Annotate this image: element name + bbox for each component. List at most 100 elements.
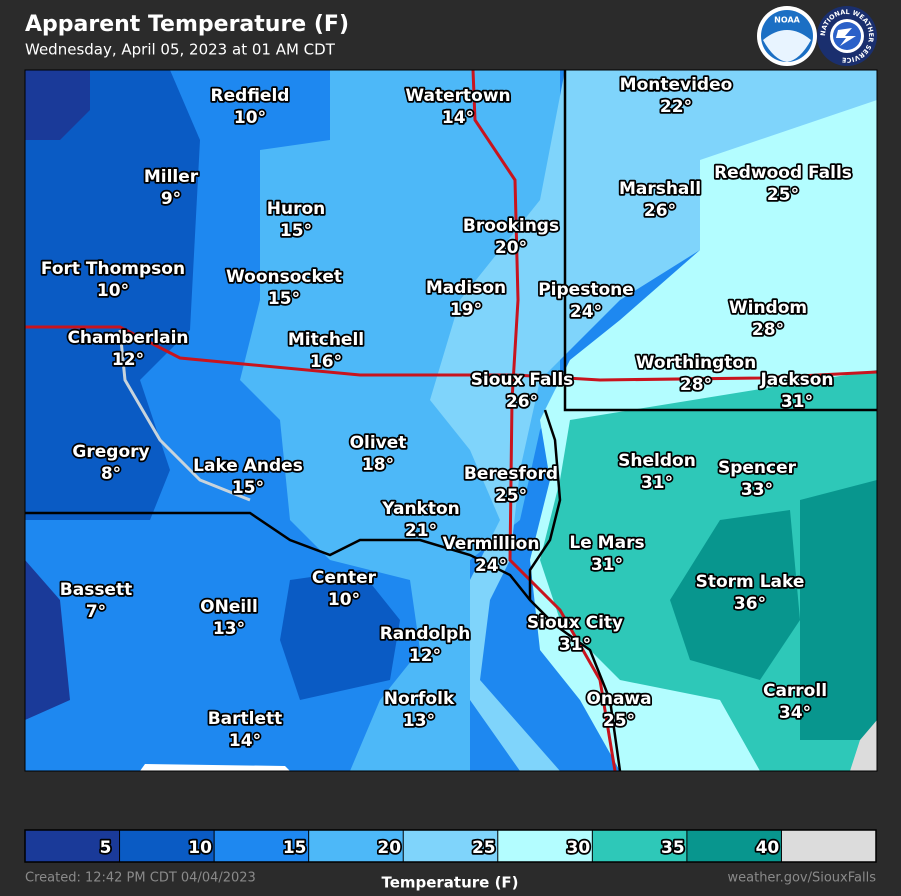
city-name: Windom xyxy=(729,298,807,318)
city-name: Randolph xyxy=(380,624,471,644)
legend-title: Temperature (F) xyxy=(381,874,518,892)
city-name: Bassett xyxy=(60,580,132,600)
city-name: Watertown xyxy=(405,86,510,106)
site: weather.gov/SiouxFalls xyxy=(728,871,877,886)
legend-tick-label: 35 xyxy=(661,838,685,858)
city-name: Worthington xyxy=(636,353,756,373)
city-temp: 31° xyxy=(591,555,623,575)
legend-swatch xyxy=(497,830,593,862)
city-temp: 14° xyxy=(442,108,474,128)
legend-swatch xyxy=(781,830,876,862)
city-name: Bartlett xyxy=(208,709,283,729)
city-temp: 33° xyxy=(741,480,773,500)
city-temp: 28° xyxy=(752,320,784,340)
legend-tick-label: 5 xyxy=(100,838,112,858)
legend-swatch xyxy=(25,830,120,862)
city-name: Olivet xyxy=(350,433,407,453)
city-name: ONeill xyxy=(200,597,258,617)
city-temp: 10° xyxy=(328,590,360,610)
city-temp: 25° xyxy=(603,711,635,731)
city-name: Norfolk xyxy=(384,689,455,709)
city-name: Lake Andes xyxy=(193,456,303,476)
city-name: Huron xyxy=(267,199,326,219)
legend-swatch xyxy=(403,830,498,862)
city-temp: 31° xyxy=(559,635,591,655)
city-temp: 15° xyxy=(268,289,300,309)
city-name: Redwood Falls xyxy=(714,163,852,183)
city-name: Marshall xyxy=(619,179,701,199)
city-name: Sioux Falls xyxy=(471,370,574,390)
city-temp: 8° xyxy=(101,464,121,484)
legend-tick-label: 10 xyxy=(188,838,212,858)
city-name: Brookings xyxy=(463,216,559,236)
city-name: Onawa xyxy=(586,689,651,709)
city-name: Sioux City xyxy=(527,613,623,633)
city-name: Madison xyxy=(426,278,506,298)
city-temp: 13° xyxy=(213,619,245,639)
city-name: Center xyxy=(312,568,377,588)
subtitle: Wednesday, April 05, 2023 at 01 AM CDT xyxy=(25,41,336,59)
city-temp: 31° xyxy=(641,473,673,493)
legend-swatch xyxy=(308,830,404,862)
city-temp: 16° xyxy=(310,352,342,372)
city-temp: 13° xyxy=(403,711,435,731)
legend-frame xyxy=(24,829,877,863)
noaa-text: NOAA xyxy=(774,16,800,25)
city-temp: 15° xyxy=(232,478,264,498)
title: Apparent Temperature (F) xyxy=(25,12,349,37)
city-temp: 7° xyxy=(86,602,106,622)
city-temp: 10° xyxy=(234,108,266,128)
city-temp: 20° xyxy=(495,238,527,258)
city-name: Woonsocket xyxy=(226,267,342,287)
city-temp: 28° xyxy=(680,375,712,395)
legend-swatch xyxy=(214,830,309,862)
legend-tick-label: 40 xyxy=(756,838,780,858)
legend-tick-label: 30 xyxy=(566,838,590,858)
city-temp: 14° xyxy=(229,731,261,751)
city-temp: 25° xyxy=(767,185,799,205)
legend-tick-label: 20 xyxy=(377,838,401,858)
city-labels: Redfield10°Watertown14°Montevideo22°Mill… xyxy=(39,73,854,753)
city-temp: 25° xyxy=(495,486,527,506)
city-name: Vermillion xyxy=(443,534,540,554)
legend: 5 10 15 20 25 30 35 40 xyxy=(24,829,877,863)
nws-logo: NATIONAL WEATHER SERVICE xyxy=(817,6,877,66)
city-temp: 34° xyxy=(779,703,811,723)
noaa-logo: NOAA xyxy=(757,6,817,66)
city-temp: 24° xyxy=(475,556,507,576)
legend-swatch xyxy=(119,830,215,862)
city-temp: 9° xyxy=(161,189,181,209)
city-name: Montevideo xyxy=(620,75,733,95)
city-temp: 19° xyxy=(450,300,482,320)
city-temp: 26° xyxy=(644,201,676,221)
city-name: Gregory xyxy=(72,442,149,462)
city-name: Le Mars xyxy=(569,533,644,553)
city-name: Miller xyxy=(144,167,199,187)
legend-swatch xyxy=(592,830,687,862)
city-temp: 24° xyxy=(570,302,602,322)
city-temp: 10° xyxy=(97,281,129,301)
map xyxy=(24,69,878,772)
city-name: Beresford xyxy=(464,464,558,484)
city-name: Carroll xyxy=(763,681,827,701)
city-temp: 21° xyxy=(405,521,437,541)
legend-tick-label: 25 xyxy=(472,838,496,858)
city-name: Storm Lake xyxy=(696,572,805,592)
city-name: Fort Thompson xyxy=(41,259,185,279)
city-name: Pipestone xyxy=(538,280,634,300)
city-name: Redfield xyxy=(211,86,290,106)
city-name: Mitchell xyxy=(288,330,364,350)
city-temp: 12° xyxy=(112,350,144,370)
city-temp: 22° xyxy=(660,97,692,117)
city-temp: 15° xyxy=(280,221,312,241)
city-temp: 12° xyxy=(409,646,441,666)
city-temp: 18° xyxy=(362,455,394,475)
city-name: Sheldon xyxy=(618,451,696,471)
legend-swatch xyxy=(686,830,782,862)
legend-tick-label: 15 xyxy=(283,838,307,858)
created: Created: 12:42 PM CDT 04/04/2023 xyxy=(25,871,256,886)
city-temp: 36° xyxy=(734,594,766,614)
city-name: Yankton xyxy=(381,499,460,519)
city-name: Chamberlain xyxy=(67,328,188,348)
